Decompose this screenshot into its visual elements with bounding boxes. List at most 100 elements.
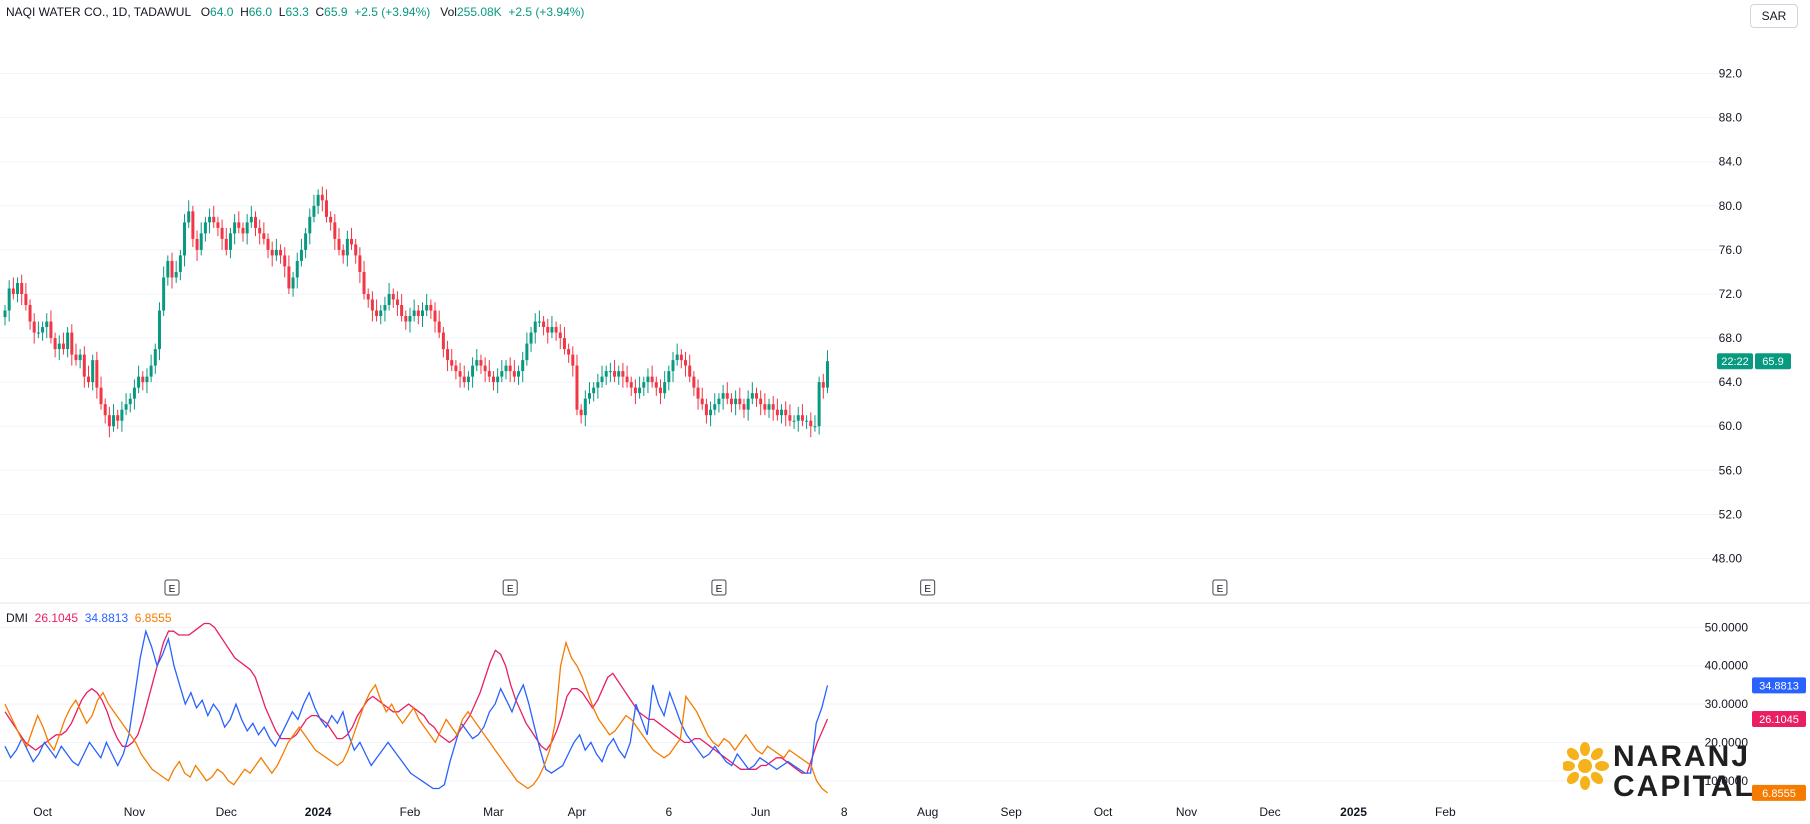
price-tick-label: 64.0 <box>1719 375 1743 389</box>
candle-body <box>704 404 708 416</box>
candle-body <box>11 288 15 294</box>
candle-body <box>395 299 399 305</box>
candle-body <box>600 376 604 383</box>
candle-body <box>796 415 800 421</box>
candle-body <box>562 338 566 350</box>
volume-change: +2.5 (+3.94%) <box>508 5 585 19</box>
candle-body <box>128 398 132 405</box>
candle-body <box>421 310 424 317</box>
candle-body <box>91 360 95 383</box>
candle-body <box>771 404 775 410</box>
candle-body <box>688 365 692 377</box>
price-tick-label: 84.0 <box>1719 155 1743 169</box>
dmi-label[interactable]: DMI <box>6 611 28 625</box>
candle-body <box>241 227 245 234</box>
earnings-letter: E <box>716 584 723 595</box>
symbol-title[interactable]: NAQI WATER CO., 1D, TADAWUL <box>6 5 191 19</box>
candle-body <box>759 398 763 405</box>
candle-body <box>462 376 466 383</box>
candle-body <box>663 382 667 394</box>
dmi-tag-1 <box>1752 677 1806 694</box>
candle-body <box>583 398 587 416</box>
earnings-marker: E <box>711 579 727 596</box>
time-tick-label: Feb <box>1435 805 1456 819</box>
candle-body <box>383 305 387 311</box>
earnings-marker: E <box>502 579 518 596</box>
candle-body <box>283 255 287 267</box>
brand-logo: NARANJ CAPITAL <box>1563 740 1763 802</box>
earnings-letter: E <box>924 584 931 595</box>
candle-body <box>734 398 738 405</box>
earnings-letter: E <box>1217 584 1224 595</box>
candle-body <box>16 282 20 294</box>
volume-label: Vol <box>440 5 457 19</box>
candle-body <box>625 376 629 383</box>
candle-body <box>725 393 729 399</box>
legend-header: NAQI WATER CO., 1D, TADAWUL O64.0 H66.0 … <box>6 5 584 19</box>
di-plus-value: 34.8813 <box>84 611 129 625</box>
brand-line-1: NARANJ <box>1613 740 1751 773</box>
candle-body <box>78 354 82 361</box>
candle-body <box>224 238 228 250</box>
close-value: 65.9 <box>324 5 348 19</box>
candle-body <box>542 321 546 328</box>
candle-body <box>174 271 178 278</box>
candle-body <box>654 382 658 388</box>
last-price-text: 65.9 <box>1762 356 1783 368</box>
candle-body <box>805 420 809 422</box>
dmi-tick-label: 20.0000 <box>1705 735 1749 749</box>
candle-body <box>738 398 742 405</box>
candle-body <box>529 332 533 344</box>
countdown-text: 22:22 <box>1721 356 1749 368</box>
dmi-axis[interactable]: 50.0000 40.0000 30.0000 20.0000 10.0000 <box>1705 620 1749 787</box>
candle-body <box>487 371 491 377</box>
price-axis[interactable]: 92.0 88.0 84.0 80.0 76.0 72.0 68.0 64.0 60.0 56.0… <box>1712 67 1742 566</box>
candle-body <box>333 222 337 239</box>
candle-body <box>525 343 529 361</box>
candle-body <box>596 382 600 388</box>
candle-body <box>588 393 591 399</box>
price-tick-label: 76.0 <box>1719 243 1743 257</box>
time-tick-label: Nov <box>1176 805 1197 819</box>
price-tick-label: 88.0 <box>1719 111 1743 125</box>
candle-body <box>717 398 721 405</box>
candle-body <box>24 293 28 305</box>
candle-body <box>638 387 642 394</box>
currency-button[interactable]: SAR <box>1750 4 1798 28</box>
candle-body <box>308 216 312 234</box>
candle-body <box>533 321 537 333</box>
candle-body <box>792 420 796 422</box>
candle-body <box>684 360 688 366</box>
candle-body <box>767 404 771 410</box>
candle-body <box>813 426 817 428</box>
candle-body <box>821 382 825 388</box>
candle-body <box>466 376 470 383</box>
candle-body <box>450 360 454 366</box>
candle-body <box>613 371 617 377</box>
candle-body <box>103 404 107 416</box>
candle-body <box>61 343 65 350</box>
candle-body <box>650 376 654 383</box>
candle-body <box>279 249 283 256</box>
candle-body <box>491 376 495 383</box>
earnings-marker: E <box>164 579 180 596</box>
time-axis[interactable]: Oct Nov Dec 2024 Feb Mar Apr 6 Jun 8 Aug Sep Oct Nov D… <box>33 805 1456 819</box>
candle-body <box>721 393 725 399</box>
candle-body <box>258 227 262 234</box>
candle-body <box>496 376 500 383</box>
last-value-tags: 22:22 65.9 26.1045 34.8813 6.8555 <box>1717 353 1806 801</box>
candle-body <box>646 376 650 383</box>
candle-body <box>729 398 733 405</box>
candle-body <box>270 249 274 256</box>
candle-body <box>400 305 404 317</box>
candle-body <box>3 310 7 318</box>
candle-body <box>28 305 32 322</box>
candle-body <box>412 310 416 317</box>
candle-body <box>550 327 554 333</box>
candle-body <box>437 321 441 333</box>
price-tick-label: 68.0 <box>1719 331 1743 345</box>
candle-body <box>20 282 24 294</box>
candle-body <box>132 387 136 399</box>
candle-body <box>775 409 779 416</box>
